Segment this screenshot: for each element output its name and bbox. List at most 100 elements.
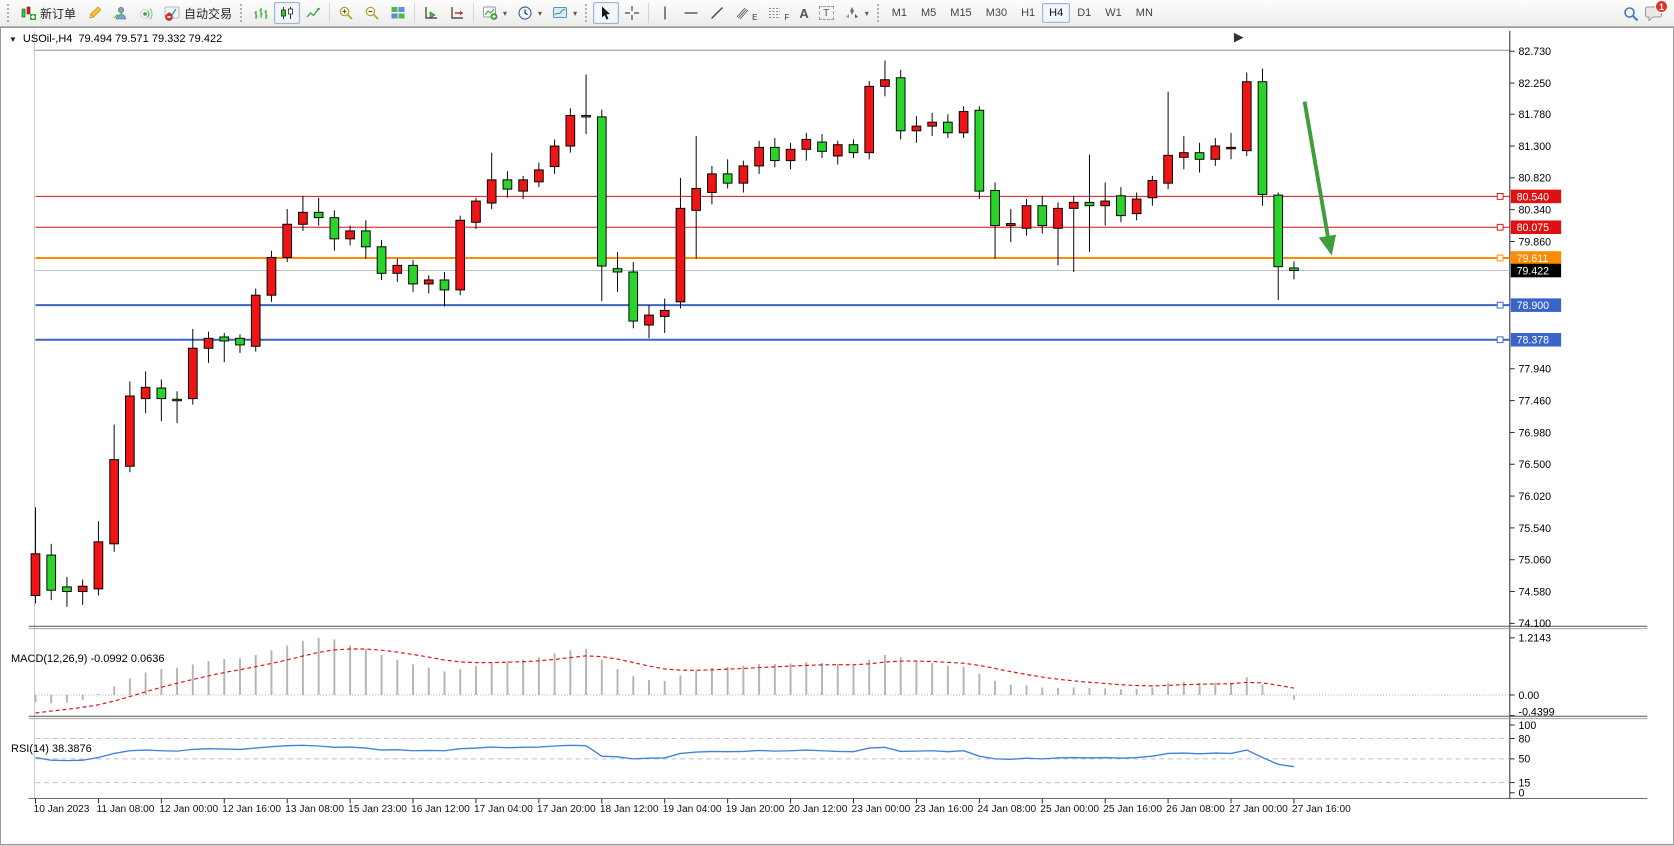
arrows-tool-button[interactable]: ▾ [839, 2, 874, 24]
price-tick-label: 81.300 [1519, 141, 1552, 153]
candle-body [895, 77, 906, 132]
vertical-line-tool-button[interactable] [652, 2, 678, 24]
toolbar-separator [414, 3, 416, 23]
horizontal-line-handle[interactable] [1496, 254, 1504, 262]
candle-body [77, 585, 88, 593]
horizontal-line-handle[interactable] [1496, 223, 1504, 231]
candle-body [1163, 154, 1173, 184]
chevron-down-icon[interactable]: ▾ [538, 8, 543, 18]
chart-shift-marker[interactable] [1233, 32, 1244, 43]
timeframe-button-M1[interactable]: M1 [891, 7, 907, 19]
candle-body [203, 337, 214, 349]
signals-button[interactable] [133, 2, 159, 24]
chart-shift-button[interactable] [444, 2, 470, 24]
time-tick-label: 17 Jan 20:00 [537, 804, 596, 815]
chevron-down-icon[interactable]: ▾ [503, 8, 508, 18]
timeframe-button-MN[interactable]: MN [1135, 7, 1153, 19]
toolbar-grip[interactable] [240, 4, 245, 22]
candle-body [518, 179, 528, 192]
toolbar-grip[interactable] [7, 4, 12, 22]
price-tick-label: 77.460 [1519, 395, 1552, 407]
search-icon[interactable] [1622, 5, 1639, 22]
candle-body [266, 256, 277, 296]
horizontal-line-tool-button[interactable] [678, 2, 704, 24]
indicators-button[interactable]: ▾ [477, 2, 512, 24]
cursor-arrow-icon [598, 5, 614, 21]
time-tick-label: 23 Jan 16:00 [914, 804, 973, 815]
candle-body [408, 264, 418, 285]
trend-annotation-arrow[interactable] [1302, 101, 1330, 237]
notifications-button[interactable]: 1 [1644, 0, 1668, 23]
current-price-badge-label: 79.422 [1517, 265, 1550, 277]
time-tick-label: 13 Jan 08:00 [285, 804, 344, 815]
timeframe-button-H1[interactable]: H1 [1021, 7, 1036, 19]
fibonacci-tool-button[interactable]: F [762, 2, 794, 24]
horizontal-line-handle[interactable] [1496, 336, 1504, 344]
macd-axis-label: 1.2143 [1519, 633, 1552, 645]
zoom-out-icon [364, 5, 380, 21]
candle-body [1178, 152, 1189, 158]
toolbar-grip[interactable] [585, 4, 590, 22]
timeframe-button-W1[interactable]: W1 [1105, 7, 1122, 19]
periods-button[interactable]: ▾ [512, 2, 547, 24]
price-level-badge [1510, 189, 1562, 204]
price-tick-label: 80.340 [1519, 205, 1552, 217]
arrows-shapes-icon [844, 5, 860, 21]
chevron-down-icon[interactable]: ▾ [864, 8, 869, 18]
bar-chart-button[interactable] [248, 2, 274, 24]
timeframe-button-H4[interactable]: H4 [1042, 3, 1071, 23]
timeframe-button-M30[interactable]: M30 [985, 7, 1008, 19]
new-order-button[interactable]: 新订单 [15, 2, 81, 24]
trendline-icon [709, 5, 725, 21]
price-level-badge [1510, 220, 1562, 235]
toolbar-grip[interactable] [876, 4, 882, 22]
timeframe-group: M1 M5 M15 M30 H1 H4 D1 W1 MN [885, 0, 1160, 27]
timeframe-button-M15[interactable]: M15 [950, 7, 972, 19]
window-menu-icon[interactable]: ▼ [9, 34, 17, 44]
strategy-tester-button[interactable] [107, 2, 133, 24]
horizontal-line-handle[interactable] [1496, 193, 1504, 200]
timeframe-button-M5[interactable]: M5 [921, 7, 937, 19]
trendline-tool-button[interactable] [704, 2, 730, 24]
chevron-down-icon[interactable]: ▾ [573, 8, 578, 18]
crosshair-button[interactable] [619, 2, 645, 24]
text-tool-letter: A [799, 5, 809, 21]
zoom-out-button[interactable] [359, 2, 385, 24]
zoom-in-button[interactable] [333, 2, 359, 24]
timeframe-button-D1[interactable]: D1 [1077, 7, 1092, 19]
horizontal-line-icon [683, 5, 699, 21]
candle-body [1226, 146, 1236, 150]
line-chart-button[interactable] [300, 2, 326, 24]
metaeditor-button[interactable] [81, 2, 107, 24]
text-label-icon: T [818, 6, 834, 20]
text-tool-button[interactable]: A [794, 2, 813, 24]
auto-scroll-button[interactable] [418, 2, 444, 24]
candle-body [754, 146, 764, 167]
text-label-tool-button[interactable]: T [814, 2, 839, 24]
candle-body [109, 459, 119, 545]
candle-body [62, 586, 72, 593]
notification-count-badge: 1 [1655, 0, 1668, 13]
autotrading-button[interactable]: 自动交易 [159, 2, 237, 24]
channel-tool-button[interactable]: E [730, 2, 762, 24]
candle-body [1068, 201, 1079, 209]
horizontal-line-handle[interactable] [1496, 301, 1504, 309]
tile-windows-button[interactable] [385, 2, 411, 24]
cursor-button[interactable] [593, 2, 620, 24]
trend-annotation-arrowhead[interactable] [1318, 234, 1337, 256]
chart-ohlc-readout: 79.494 79.571 79.332 79.422 [78, 33, 223, 45]
new-order-label: 新订单 [40, 6, 77, 21]
candlestick-chart-button[interactable] [274, 2, 301, 24]
candle-body [565, 115, 576, 147]
time-tick-label: 23 Jan 00:00 [852, 804, 911, 815]
auto-scroll-icon [423, 5, 439, 21]
chart-canvas[interactable]: 82.730 82.250 81.780 81.300 80.820 80.340 79.8… [1, 28, 1674, 846]
toolbar-separator [648, 3, 650, 23]
templates-button[interactable]: ▾ [547, 2, 582, 24]
zoom-in-icon [338, 5, 354, 21]
candle-body [125, 395, 135, 467]
pencil-icon [86, 5, 102, 21]
candle-body [46, 554, 57, 591]
candle-body [187, 347, 198, 400]
candle-body [1021, 205, 1032, 229]
